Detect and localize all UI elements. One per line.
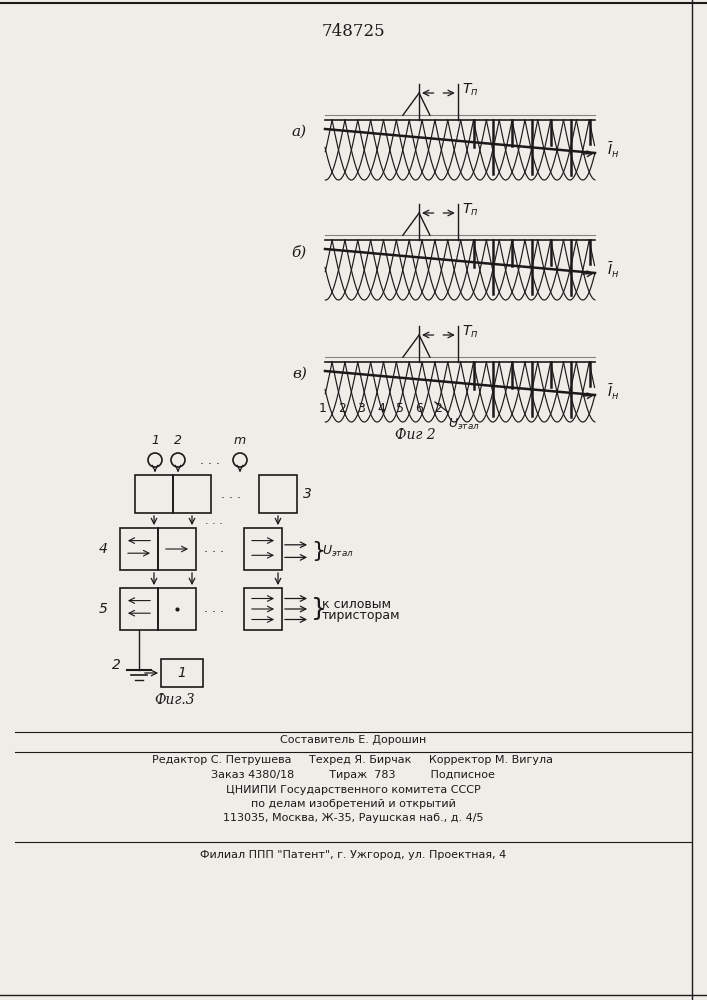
Text: 4: 4 <box>377 402 385 415</box>
Text: 3: 3 <box>357 402 365 415</box>
Bar <box>161 659 203 687</box>
Text: 5: 5 <box>99 602 108 616</box>
Text: 5: 5 <box>396 402 404 415</box>
Bar <box>173 475 211 513</box>
Bar <box>158 528 196 570</box>
Bar <box>120 528 158 570</box>
Text: $T_п$: $T_п$ <box>462 82 478 98</box>
Text: $U_{этал}$: $U_{этал}$ <box>448 417 480 432</box>
Text: тиристорам: тиристорам <box>322 609 401 622</box>
Text: . . .: . . . <box>205 516 223 526</box>
Text: а): а) <box>292 125 307 139</box>
Text: $T_п$: $T_п$ <box>462 202 478 218</box>
Bar <box>120 588 158 630</box>
Text: 4: 4 <box>99 542 108 556</box>
Text: $\bar{I}_{н}$: $\bar{I}_{н}$ <box>607 140 619 160</box>
Bar <box>135 475 173 513</box>
Text: $\bar{I}_{н}$: $\bar{I}_{н}$ <box>607 260 619 280</box>
Bar <box>158 588 196 630</box>
Text: }: } <box>311 541 325 561</box>
Bar <box>244 588 282 630</box>
Text: 1: 1 <box>151 434 159 447</box>
Text: Редактор С. Петрушева     Техред Я. Бирчак     Корректор М. Вигула: Редактор С. Петрушева Техред Я. Бирчак К… <box>153 755 554 765</box>
Text: Составитель Е. Дорошин: Составитель Е. Дорошин <box>280 735 426 745</box>
Text: 2: 2 <box>338 402 346 415</box>
Text: Фиг 2: Фиг 2 <box>395 428 436 442</box>
Text: . . .: . . . <box>221 488 241 500</box>
Text: . . .: . . . <box>200 454 220 466</box>
Text: 1: 1 <box>319 402 327 415</box>
Text: $\bar{I}_{н}$: $\bar{I}_{н}$ <box>607 382 619 402</box>
Text: в): в) <box>292 367 307 381</box>
Text: . . .: . . . <box>204 542 224 556</box>
Text: ЦНИИПИ Государственного комитета СССР: ЦНИИПИ Государственного комитета СССР <box>226 785 480 795</box>
Text: б): б) <box>292 245 307 259</box>
Text: 1: 1 <box>177 666 187 680</box>
Text: Фиг.3: Фиг.3 <box>155 693 195 707</box>
Text: 6: 6 <box>415 402 423 415</box>
Text: m: m <box>234 434 246 447</box>
Text: Заказ 4380/18          Тираж  783          Подписное: Заказ 4380/18 Тираж 783 Подписное <box>211 770 495 780</box>
Text: 2: 2 <box>112 658 121 672</box>
Text: 2: 2 <box>174 434 182 447</box>
Text: 3: 3 <box>303 487 312 501</box>
Text: $U_{этал}$: $U_{этал}$ <box>322 544 354 559</box>
Text: 2: 2 <box>434 402 442 415</box>
Text: 748725: 748725 <box>321 23 385 40</box>
Bar <box>259 475 297 513</box>
Text: 113035, Москва, Ж-35, Раушская наб., д. 4/5: 113035, Москва, Ж-35, Раушская наб., д. … <box>223 813 484 823</box>
Text: $T_п$: $T_п$ <box>462 324 478 340</box>
Text: }: } <box>311 597 327 621</box>
Text: . . .: . . . <box>204 602 224 615</box>
Bar <box>244 528 282 570</box>
Text: Филиал ППП "Патент", г. Ужгород, ул. Проектная, 4: Филиал ППП "Патент", г. Ужгород, ул. Про… <box>200 850 506 860</box>
Text: по делам изобретений и открытий: по делам изобретений и открытий <box>250 799 455 809</box>
Text: к силовым: к силовым <box>322 598 391 611</box>
